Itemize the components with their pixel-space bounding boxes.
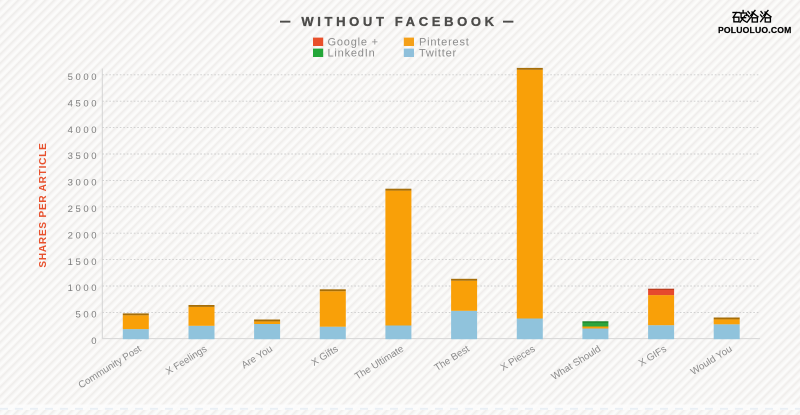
svg-text:LinkedIn: LinkedIn (328, 48, 376, 60)
svg-text:SHARES PER ARTICLE: SHARES PER ARTICLE (38, 142, 49, 267)
svg-text:3000: 3000 (68, 178, 100, 189)
svg-text:WITHOUT FACEBOOK: WITHOUT FACEBOOK (301, 14, 497, 29)
svg-text:1500: 1500 (68, 257, 100, 268)
svg-text:X Pieces: X Pieces (499, 344, 538, 374)
svg-text:0: 0 (91, 336, 99, 347)
svg-text:Google +: Google + (328, 37, 379, 49)
svg-text:Pinterest: Pinterest (419, 37, 470, 49)
svg-text:Community Post: Community Post (77, 344, 144, 392)
svg-text:X GIFs: X GIFs (637, 344, 669, 370)
svg-text:The Ultimate: The Ultimate (353, 343, 406, 382)
svg-text:4500: 4500 (68, 98, 100, 109)
svg-text:The Best: The Best (433, 344, 472, 374)
svg-text:2500: 2500 (68, 204, 100, 215)
svg-text:X Gifts: X Gifts (310, 344, 341, 369)
svg-text:3500: 3500 (68, 151, 100, 162)
svg-text:X Feelings: X Feelings (164, 344, 209, 378)
svg-text:Twitter: Twitter (419, 48, 457, 60)
svg-text:2000: 2000 (68, 230, 100, 241)
svg-text:Would You: Would You (689, 344, 734, 378)
svg-text:500: 500 (76, 310, 100, 321)
svg-text:What Should: What Should (550, 344, 603, 383)
svg-text:POLUOLUO.COM: POLUOLUO.COM (718, 25, 792, 35)
svg-text:1000: 1000 (68, 283, 100, 294)
svg-text:Are You: Are You (240, 344, 275, 372)
svg-text:4000: 4000 (68, 125, 100, 136)
svg-text:5000: 5000 (68, 72, 100, 83)
